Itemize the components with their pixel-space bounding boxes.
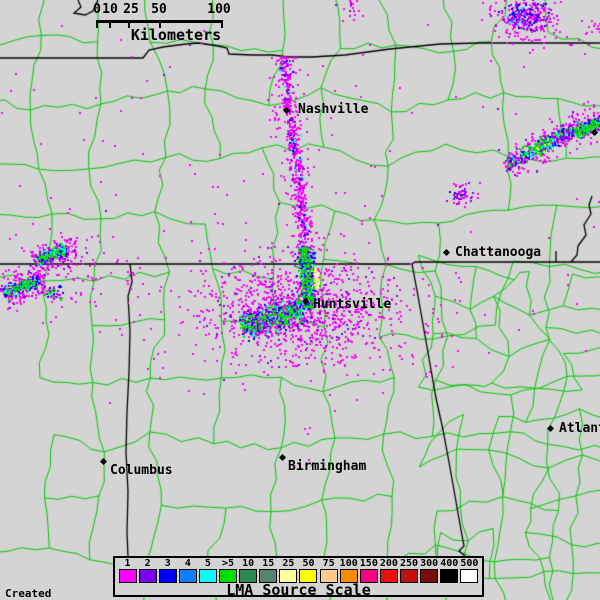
legend-label: 15: [262, 558, 275, 569]
legend-label: 3: [164, 558, 171, 569]
legend-label: 300: [420, 558, 439, 569]
scale-number: 50: [151, 2, 167, 17]
city-label: Birmingham: [288, 459, 367, 474]
legend-label: 50: [302, 558, 315, 569]
legend-entry: 5: [198, 558, 217, 583]
legend-entry: 3: [158, 558, 177, 583]
legend-label: 150: [359, 558, 378, 569]
legend-swatch: [420, 569, 439, 583]
legend-label: 10: [242, 558, 255, 569]
legend-entry: 400: [440, 558, 459, 583]
legend-label: >5: [222, 558, 235, 569]
city-label: Atlanta: [559, 421, 600, 436]
legend-label: 5: [204, 558, 211, 569]
legend-swatch: [319, 569, 338, 583]
legend-entry: 2: [138, 558, 157, 583]
legend-swatch: [359, 569, 378, 583]
legend-entry: 1: [118, 558, 137, 583]
city-label: Columbus: [110, 463, 173, 478]
legend-entry: 100: [339, 558, 358, 583]
legend-swatch: [279, 569, 298, 583]
scale-tick: [128, 20, 130, 28]
legend-entry: 50: [299, 558, 318, 583]
legend-swatch: [219, 569, 238, 583]
legend-swatch: [158, 569, 177, 583]
legend-label: 200: [379, 558, 398, 569]
legend-swatch: [460, 569, 479, 583]
legend-entry: 10: [239, 558, 258, 583]
legend-label: 75: [322, 558, 335, 569]
lma-source-scale-legend: 1 2 3 4 5 >5 10 15 25 50 75 100 150 200 250 300 400 500 L…: [113, 556, 484, 599]
legend-swatch: [400, 569, 419, 583]
legend-swatch: [339, 569, 358, 583]
scale-number: 100: [207, 2, 231, 17]
scale-tick: [159, 20, 161, 28]
legend-entry: 75: [319, 558, 338, 583]
city-label: Chattanooga: [455, 245, 542, 260]
scale-tick: [109, 20, 111, 28]
legend-swatch: [178, 569, 197, 583]
city-label: Huntsville: [313, 297, 392, 312]
scale-number: 10: [102, 2, 118, 17]
legend-row: 1 2 3 4 5 >5 10 15 25 50 75 100 150 200 250 300 400 500: [115, 558, 482, 583]
legend-label: 250: [400, 558, 419, 569]
scale-title: Kilometers: [130, 26, 222, 44]
created-label: Created: [5, 587, 52, 600]
legend-label: 25: [282, 558, 295, 569]
legend-entry: 300: [420, 558, 439, 583]
legend-swatch: [299, 569, 318, 583]
legend-label: 1: [124, 558, 131, 569]
legend-label: 4: [184, 558, 191, 569]
legend-entry: 15: [259, 558, 278, 583]
legend-label: 400: [440, 558, 459, 569]
legend-swatch: [138, 569, 157, 583]
legend-entry: 250: [400, 558, 419, 583]
legend-swatch: [379, 569, 398, 583]
legend-label: 100: [339, 558, 358, 569]
scale-tick: [221, 20, 223, 28]
legend-swatch: [259, 569, 278, 583]
city-label: Nashville: [298, 102, 369, 117]
legend-swatch: [198, 569, 217, 583]
legend-entry: 200: [379, 558, 398, 583]
legend-entry: 150: [359, 558, 378, 583]
legend-swatch: [440, 569, 459, 583]
legend-label: 500: [460, 558, 479, 569]
scale-tick: [96, 20, 98, 28]
scale-number: 0: [93, 2, 101, 17]
legend-title: LMA Source Scale: [226, 581, 371, 599]
legend-swatch: [239, 569, 258, 583]
distance-scale: 0 10 25 50 100 Kilometers: [86, 0, 246, 50]
legend-entry: 25: [279, 558, 298, 583]
legend-swatch: [118, 569, 137, 583]
legend-entry: 4: [178, 558, 197, 583]
created-timestamp: Created 12/11/2012 4:33:07: [5, 564, 131, 600]
legend-entry: >5: [219, 558, 238, 583]
legend-label: 2: [144, 558, 151, 569]
scale-number: 25: [123, 2, 139, 17]
legend-entry: 500: [460, 558, 479, 583]
